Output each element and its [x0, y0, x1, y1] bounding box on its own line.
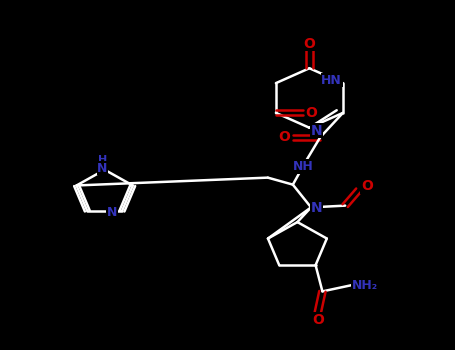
Text: N: N [310, 124, 322, 138]
Text: HN: HN [321, 74, 342, 87]
Text: O: O [279, 131, 291, 144]
Text: O: O [303, 37, 315, 51]
Text: O: O [305, 106, 317, 120]
Text: N: N [107, 206, 117, 219]
Text: H: H [98, 155, 107, 165]
Text: O: O [361, 180, 373, 194]
Text: NH₂: NH₂ [352, 279, 378, 292]
Text: O: O [312, 313, 324, 327]
Text: NH: NH [293, 160, 313, 173]
Text: N: N [97, 161, 107, 175]
Text: N: N [311, 201, 322, 215]
